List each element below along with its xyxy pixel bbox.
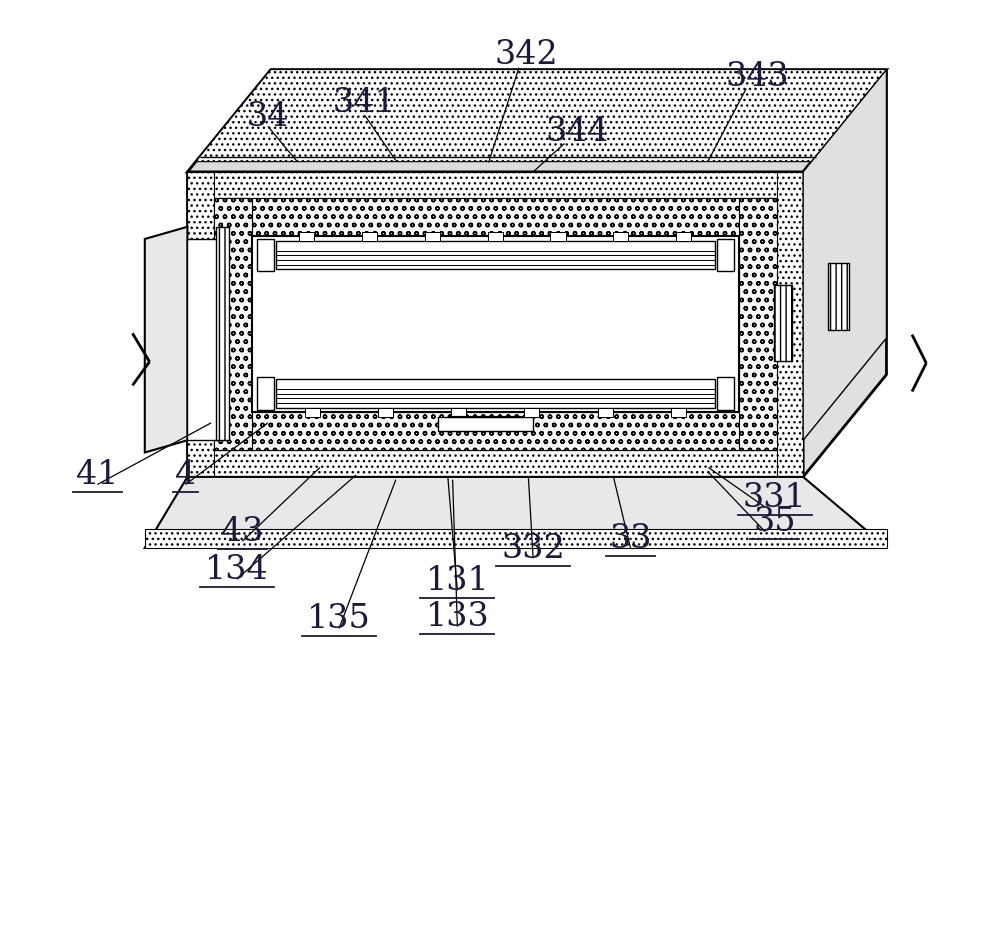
Polygon shape: [145, 227, 187, 452]
Bar: [276, 241, 715, 270]
Bar: [598, 408, 613, 417]
Text: 331: 331: [743, 482, 807, 514]
Bar: [252, 237, 739, 412]
Text: 33: 33: [609, 523, 652, 556]
Text: 342: 342: [495, 39, 558, 71]
Bar: [550, 232, 566, 241]
Bar: [187, 172, 803, 199]
Bar: [717, 377, 734, 409]
Bar: [774, 285, 792, 361]
Bar: [488, 232, 503, 241]
Text: 35: 35: [753, 506, 796, 539]
Text: 344: 344: [546, 116, 609, 148]
Bar: [305, 408, 320, 417]
Text: 343: 343: [726, 61, 789, 93]
Bar: [777, 172, 803, 477]
Bar: [257, 377, 274, 409]
Bar: [524, 408, 539, 417]
Bar: [613, 232, 628, 241]
Bar: [276, 379, 715, 408]
Text: 34: 34: [247, 101, 289, 133]
Bar: [214, 199, 252, 450]
Polygon shape: [803, 69, 886, 477]
Text: 4: 4: [175, 459, 196, 491]
Bar: [187, 450, 803, 477]
Bar: [145, 529, 887, 548]
Polygon shape: [187, 69, 886, 172]
Polygon shape: [803, 69, 886, 440]
Bar: [214, 199, 777, 237]
Bar: [214, 412, 777, 450]
Text: 133: 133: [426, 601, 489, 633]
Bar: [717, 239, 734, 272]
Bar: [187, 172, 214, 477]
Bar: [828, 263, 849, 331]
Bar: [187, 239, 218, 440]
Text: 131: 131: [426, 565, 489, 598]
Bar: [425, 232, 440, 241]
Text: 135: 135: [307, 603, 371, 635]
Bar: [299, 232, 314, 241]
Text: 341: 341: [333, 86, 396, 119]
Text: 332: 332: [501, 533, 565, 565]
Bar: [438, 417, 533, 431]
Bar: [257, 239, 274, 272]
Polygon shape: [187, 172, 803, 477]
Bar: [739, 199, 777, 450]
Bar: [362, 232, 377, 241]
Bar: [216, 227, 229, 440]
Text: 41: 41: [76, 459, 119, 491]
Bar: [378, 408, 393, 417]
Text: 134: 134: [205, 554, 268, 586]
Polygon shape: [196, 69, 886, 162]
Text: 43: 43: [221, 516, 264, 548]
Bar: [451, 408, 466, 417]
Bar: [676, 232, 691, 241]
Polygon shape: [145, 477, 887, 548]
Bar: [671, 408, 686, 417]
